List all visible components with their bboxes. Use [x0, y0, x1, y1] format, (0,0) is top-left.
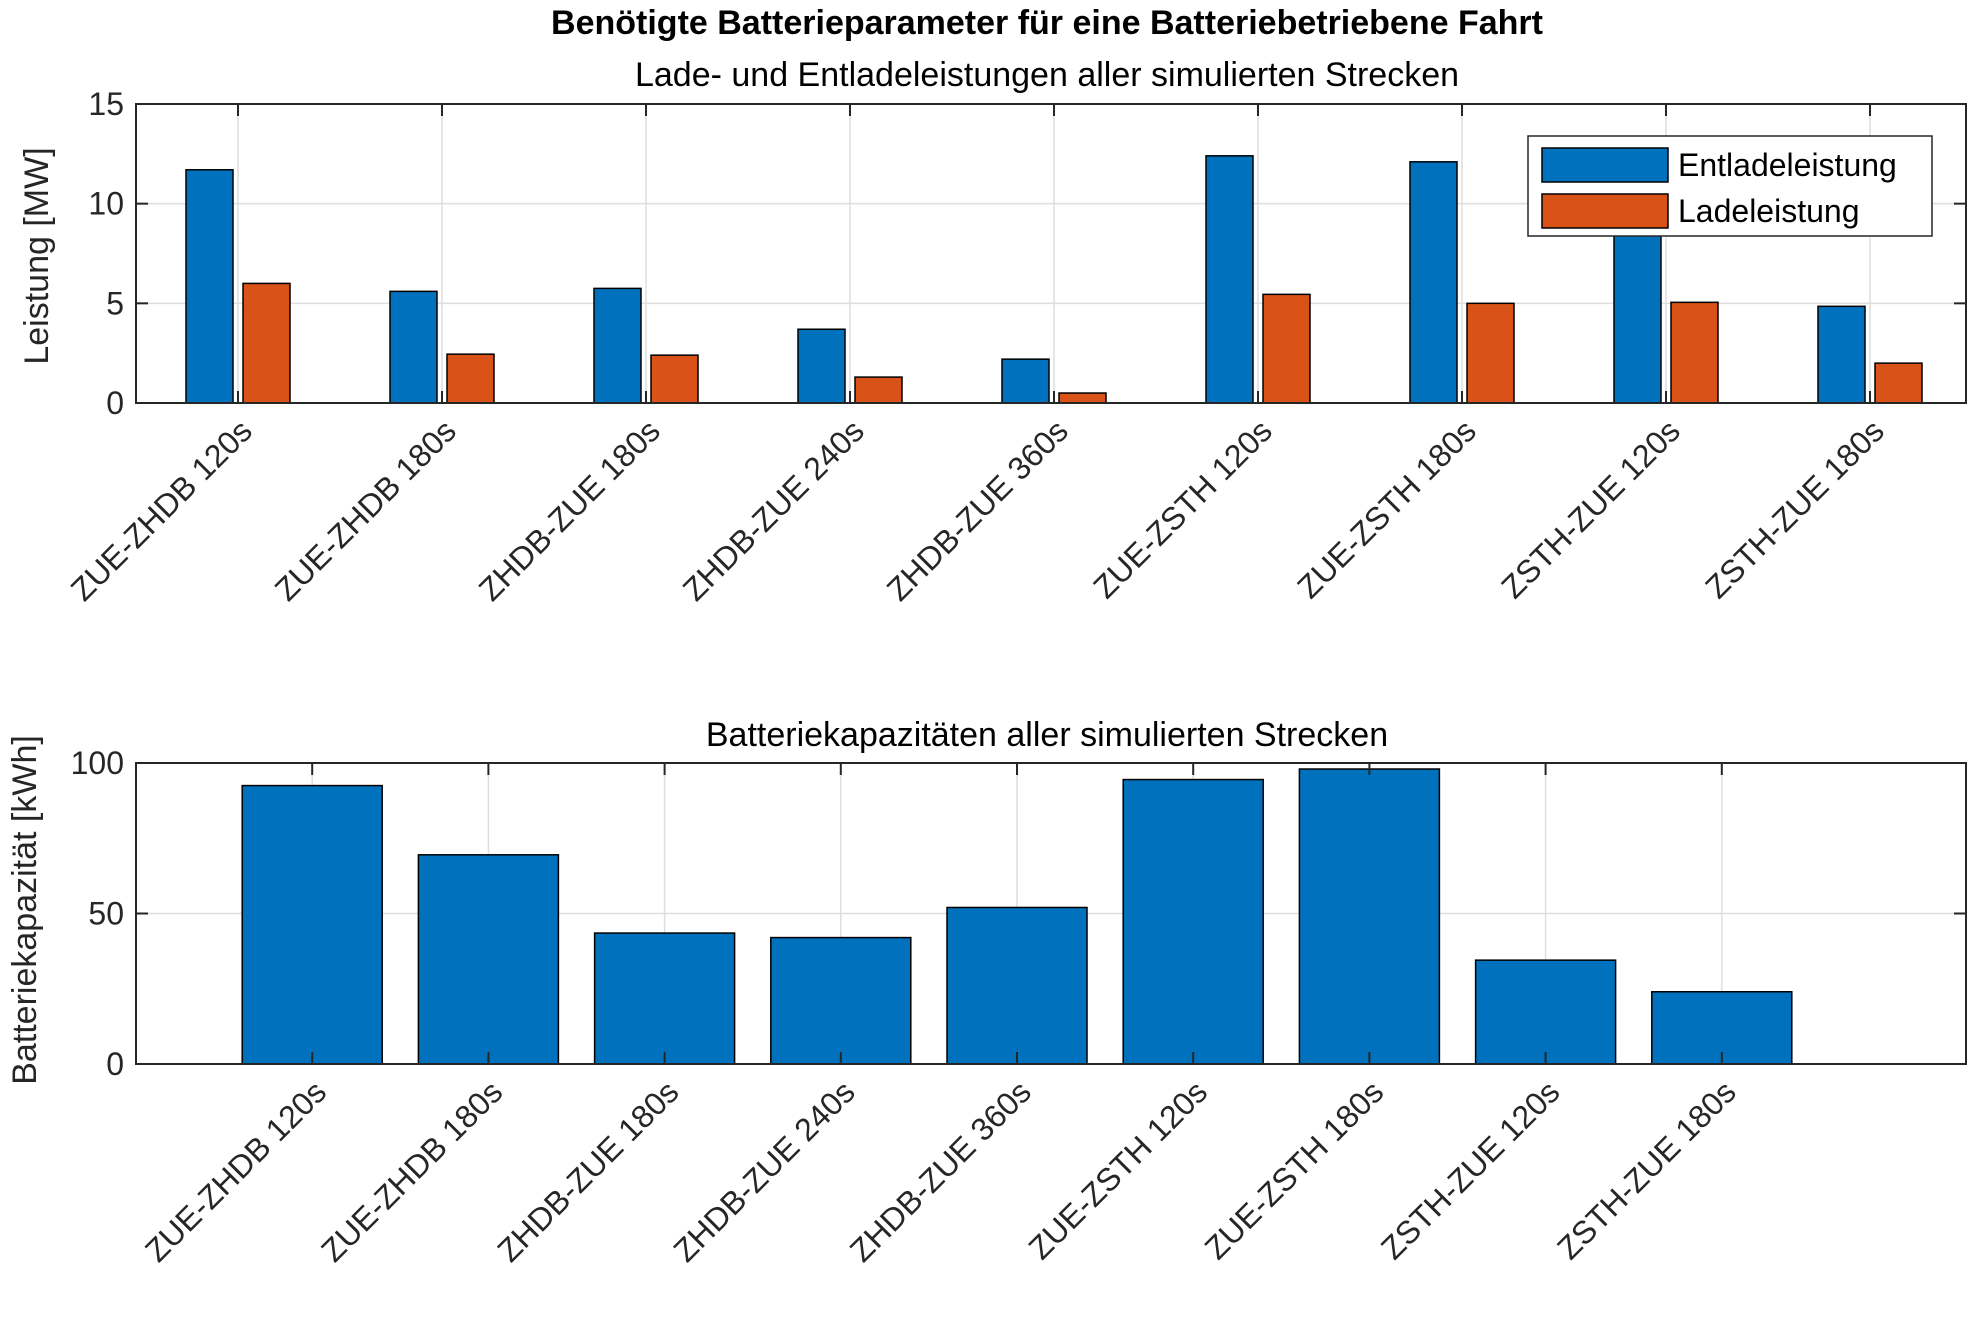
- bar-batteriekapazitaet: [593, 932, 736, 1065]
- y-tick-label: 10: [88, 186, 124, 222]
- bar-entladeleistung: [1409, 161, 1458, 404]
- bar-batteriekapazitaet: [241, 784, 383, 1065]
- y-tick-label: 5: [106, 285, 124, 321]
- bar-entladeleistung: [1001, 358, 1050, 404]
- y-tick-label: 0: [106, 385, 124, 421]
- bar-entladeleistung: [1205, 155, 1254, 404]
- capacity-chart-yticks: 0 50 100: [71, 745, 1966, 1082]
- bar-ladeleistung: [1262, 293, 1311, 404]
- bar-batteriekapazitaet: [770, 936, 912, 1065]
- bar-entladeleistung: [185, 169, 234, 404]
- bar-batteriekapazitaet: [1474, 959, 1617, 1065]
- power-chart-grid: [136, 104, 1966, 403]
- bar-ladeleistung: [854, 376, 903, 404]
- bar-entladeleistung: [389, 290, 438, 404]
- bar-ladeleistung: [1874, 362, 1923, 404]
- power-chart-yticks: 0 5 10 15: [88, 86, 1966, 421]
- y-tick-label: 15: [88, 86, 124, 122]
- y-tick-label: 0: [106, 1046, 124, 1082]
- legend-label: Ladeleistung: [1678, 193, 1859, 229]
- power-chart-ylabel: Leistung [MW]: [18, 147, 56, 364]
- bar-batteriekapazitaet: [1122, 778, 1264, 1065]
- capacity-chart-title: Batteriekapazitäten aller simulierten St…: [706, 716, 1388, 754]
- bar-ladeleistung: [1670, 301, 1719, 404]
- legend-swatch-entladeleistung: [1541, 147, 1669, 183]
- axes-box: [135, 103, 1967, 404]
- bar-ladeleistung: [446, 353, 495, 404]
- bar-entladeleistung: [797, 328, 846, 404]
- axes-box: [135, 762, 1967, 1065]
- power-chart-title: Lade- und Entladeleistungen aller simuli…: [635, 56, 1459, 94]
- bar-ladeleistung: [1466, 302, 1515, 404]
- bar-entladeleistung: [1613, 230, 1662, 404]
- bar-ladeleistung: [650, 354, 699, 404]
- bar-batteriekapazitaet: [946, 906, 1088, 1065]
- bar-entladeleistung: [593, 287, 642, 404]
- bar-ladeleistung: [242, 282, 291, 404]
- bar-entladeleistung: [1817, 305, 1866, 404]
- legend-label: Entladeleistung: [1678, 147, 1897, 183]
- bar-batteriekapazitaet: [417, 854, 560, 1065]
- power-chart-legend: Entladeleistung Ladeleistung: [1527, 135, 1933, 237]
- y-tick-label: 50: [88, 896, 124, 932]
- bar-ladeleistung: [1058, 392, 1107, 404]
- capacity-chart-ylabel: Batteriekapazität [kWh]: [6, 735, 44, 1085]
- figure-title: Benötigte Batterieparameter für eine Bat…: [551, 4, 1543, 42]
- bar-batteriekapazitaet: [1651, 991, 1793, 1065]
- bar-batteriekapazitaet: [1298, 768, 1441, 1065]
- power-chart-bars: [185, 155, 1923, 404]
- legend-swatch-ladeleistung: [1541, 193, 1669, 229]
- y-tick-label: 100: [71, 745, 124, 781]
